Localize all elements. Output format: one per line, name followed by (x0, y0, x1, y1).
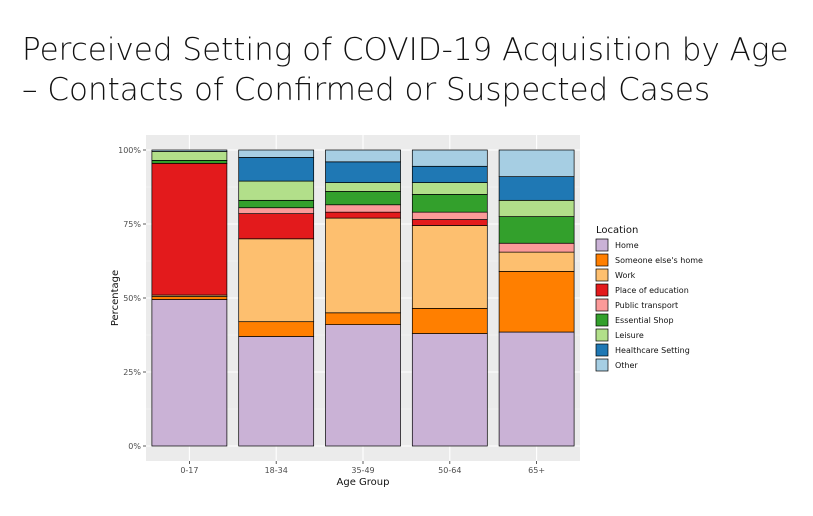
bar-segment-other-65 (498, 149, 575, 177)
legend-key-essential-shop (595, 313, 609, 327)
bar-segment-essential-shop-18-34 (238, 199, 315, 209)
bar-segment-leisure-18-34 (238, 180, 315, 201)
bar-segment-someone-else-s-home-18-34 (238, 321, 315, 337)
bar-segment-public-transport-50-64 (411, 211, 488, 220)
bar-segment-work-65 (498, 251, 575, 272)
bar-segment-home-0-17 (151, 299, 228, 447)
legend-key-work (595, 268, 609, 282)
bar-segment-healthcare-setting-35-49 (325, 161, 401, 183)
bar-segment-place-of-education-35-49 (325, 211, 401, 219)
bar-segment-place-of-education-50-64 (411, 219, 488, 226)
bar-segment-work-35-49 (325, 217, 401, 314)
bar-segment-essential-shop-50-64 (411, 194, 488, 213)
y-axis-title: Percentage (110, 270, 121, 326)
legend-label-work: Work (615, 271, 636, 280)
x-tick-label: 65+ (528, 466, 545, 475)
x-tick-label: 18-34 (265, 466, 288, 475)
bar-segment-home-50-64 (411, 333, 488, 447)
legend-title: Location (596, 225, 638, 236)
legend-label-public-transport: Public transport (615, 301, 678, 310)
bar-segment-someone-else-s-home-35-49 (325, 312, 401, 325)
bar-segment-place-of-education-0-17 (151, 162, 228, 296)
legend-label-other: Other (615, 361, 638, 370)
legend-label-someone-else-s-home: Someone else's home (615, 256, 703, 265)
bar-segment-home-65 (498, 331, 575, 447)
legend-key-someone-else-s-home (595, 253, 609, 267)
x-tick-label: 50-64 (438, 466, 461, 475)
legend-key-leisure (595, 328, 609, 342)
legend-key-public-transport (595, 298, 609, 312)
bar-segment-other-18-34 (238, 149, 315, 158)
x-axis-title: Age Group (337, 477, 390, 488)
bar-segment-work-18-34 (238, 238, 315, 323)
y-tick-label: 100% (118, 146, 141, 155)
legend-key-home (595, 238, 609, 252)
bar-segment-essential-shop-35-49 (325, 191, 401, 206)
bar-segment-place-of-education-18-34 (238, 213, 315, 240)
legend-label-home: Home (615, 241, 639, 250)
bar-segment-leisure-50-64 (411, 182, 488, 195)
bar-segment-other-35-49 (325, 149, 401, 163)
bar-segment-work-50-64 (411, 225, 488, 309)
bar-segment-leisure-65 (498, 199, 575, 217)
bar-segment-leisure-0-17 (151, 151, 228, 161)
x-tick-label: 35-49 (351, 466, 374, 475)
bar-segment-someone-else-s-home-0-17 (151, 296, 228, 300)
bar-segment-other-50-64 (411, 149, 488, 167)
bar-segment-essential-shop-65 (498, 216, 575, 244)
bar-segment-home-18-34 (238, 336, 315, 447)
bar-segment-healthcare-setting-50-64 (411, 165, 488, 183)
legend-label-essential-shop: Essential Shop (615, 316, 674, 325)
bar-segment-essential-shop-0-17 (151, 160, 228, 164)
slide-title: Perceived Setting of COVID-19 Acquisitio… (22, 30, 802, 110)
slide-title-line-2: – Contacts of Confirmed or Suspected Cas… (22, 72, 711, 108)
bar-segment-healthcare-setting-18-34 (238, 157, 315, 182)
bar-segment-public-transport-35-49 (325, 204, 401, 213)
legend-label-healthcare-setting: Healthcare Setting (615, 346, 690, 355)
bar-segment-other-0-17 (151, 149, 228, 152)
bar-segment-someone-else-s-home-50-64 (411, 308, 488, 334)
legend-key-healthcare-setting (595, 343, 609, 357)
bar-segment-home-35-49 (325, 324, 401, 447)
y-tick-label: 75% (123, 220, 141, 229)
legend-label-leisure: Leisure (615, 331, 644, 340)
legend-label-place-of-education: Place of education (615, 286, 689, 295)
bar-segment-public-transport-18-34 (238, 207, 315, 214)
x-tick-label: 0-17 (180, 466, 198, 475)
bar-segment-someone-else-s-home-65 (498, 271, 575, 333)
bar-segment-public-transport-65 (498, 242, 575, 253)
legend-key-other (595, 358, 609, 372)
y-tick-label: 25% (123, 368, 141, 377)
y-tick-label: 50% (123, 294, 141, 303)
y-tick-label: 0% (128, 442, 141, 451)
legend-key-place-of-education (595, 283, 609, 297)
slide-title-line-1: Perceived Setting of COVID-19 Acquisitio… (22, 32, 789, 68)
bar-segment-healthcare-setting-65 (498, 176, 575, 201)
bar-segment-leisure-35-49 (325, 182, 401, 192)
